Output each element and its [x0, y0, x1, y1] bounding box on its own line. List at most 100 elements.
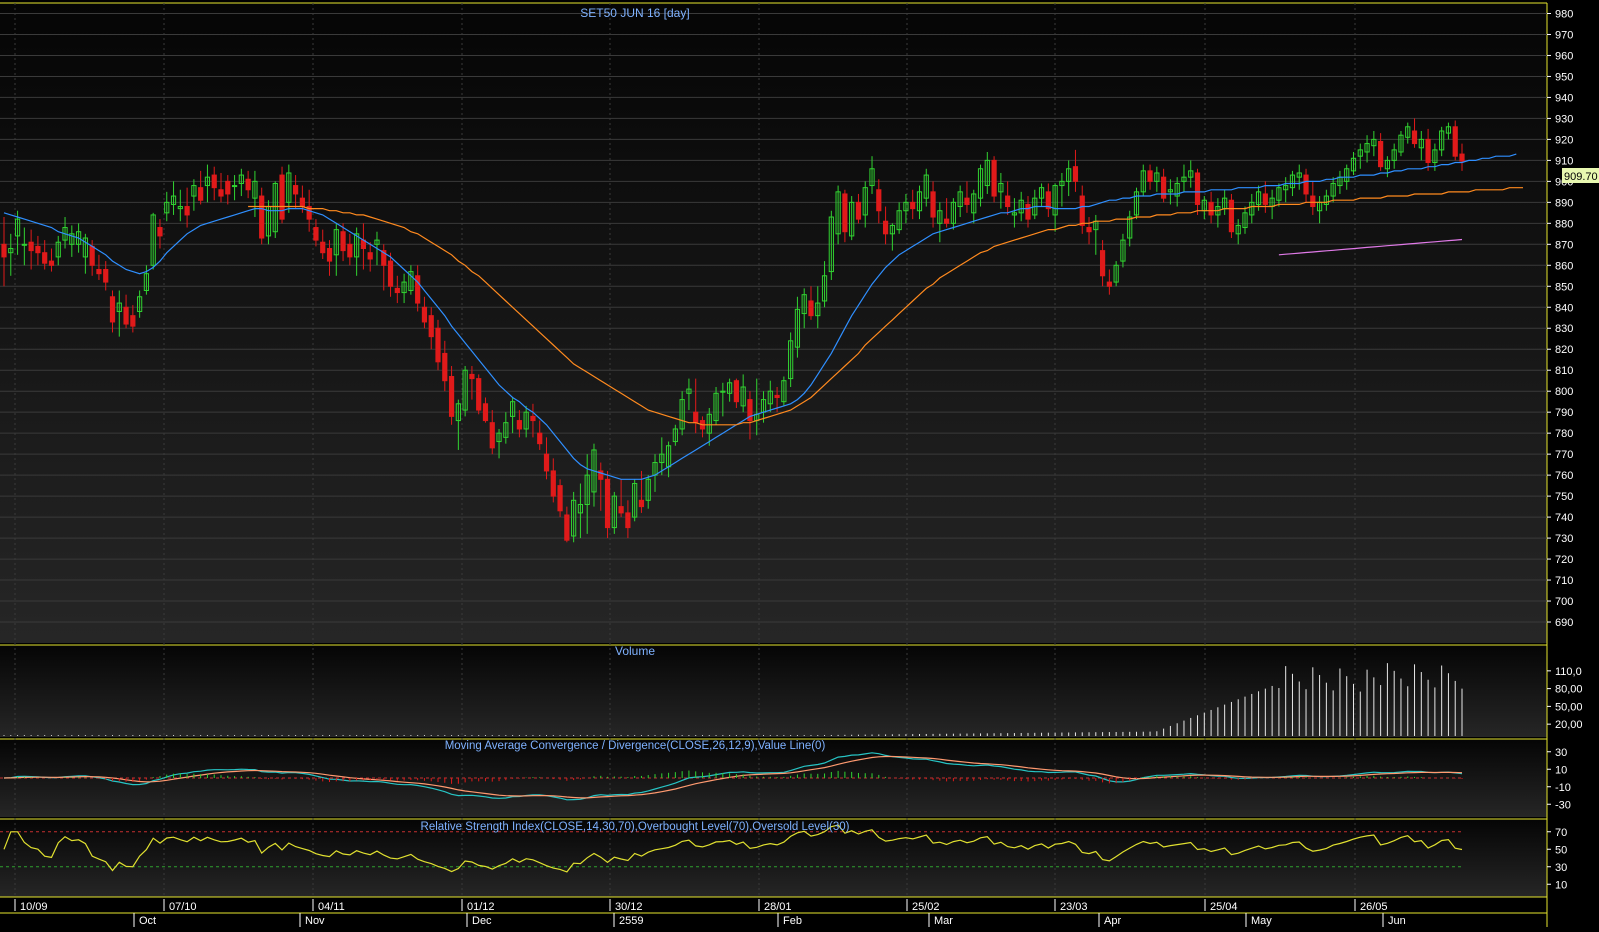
candle-body: [198, 187, 204, 201]
candle-body: [1133, 191, 1140, 216]
candle-body: [272, 182, 278, 233]
macd-line: [3, 752, 1463, 801]
rsi-panel[interactable]: [0, 824, 1463, 873]
candle-body: [564, 514, 570, 541]
candle-body: [801, 294, 807, 315]
candle-body: [882, 220, 889, 235]
candle-body: [557, 485, 563, 512]
candle-body: [137, 296, 143, 312]
candle-body: [442, 352, 448, 382]
candle-body: [1059, 180, 1065, 187]
candle-body: [238, 174, 244, 184]
candle-body: [686, 388, 692, 394]
candle-body: [1323, 195, 1329, 205]
price-tick-label: 940: [1555, 92, 1573, 104]
candle-body: [130, 315, 136, 327]
candle-body: [1235, 224, 1241, 235]
candle-body: [747, 399, 753, 422]
x-tick-label-month: Jun: [1388, 915, 1406, 927]
candle-body: [482, 403, 489, 422]
candle-body: [1371, 138, 1377, 147]
volume-tick-label: 110,0: [1555, 666, 1582, 678]
candle-body: [1398, 134, 1404, 153]
candle-body: [984, 159, 990, 187]
candle-body: [218, 189, 224, 197]
price-tick-label: 780: [1555, 428, 1573, 440]
candle-body: [1330, 182, 1336, 197]
price-panel[interactable]: [1, 118, 1523, 543]
price-tick-label: 760: [1555, 470, 1573, 482]
candle-body: [75, 231, 82, 245]
candle-body: [638, 499, 645, 508]
volume-tick-label: 20,00: [1555, 719, 1583, 731]
candle-body: [659, 453, 665, 464]
candle-body: [1262, 193, 1268, 205]
macd-tick-label: 10: [1555, 764, 1567, 776]
price-tick-label: 750: [1555, 491, 1573, 503]
x-tick-label-date: 10/09: [20, 901, 48, 913]
x-tick-label-date: 25/02: [912, 901, 940, 913]
price-tick-label: 690: [1555, 617, 1573, 629]
ma-slow-line: [248, 187, 1523, 426]
candle-body: [510, 401, 516, 417]
price-tick-label: 700: [1555, 596, 1573, 608]
candle-body: [89, 245, 95, 266]
candle-body: [1289, 174, 1296, 189]
candle-body: [367, 252, 373, 260]
candle-body: [374, 239, 380, 245]
candle-body: [150, 214, 156, 266]
rsi-line: [3, 824, 1463, 873]
candle-body: [977, 168, 984, 199]
candle-body: [184, 206, 190, 216]
macd-panel[interactable]: [0, 752, 1463, 801]
candle-body: [1249, 201, 1255, 216]
candle-body: [21, 243, 27, 246]
candle-body: [1344, 168, 1350, 182]
price-tick-label: 820: [1555, 344, 1573, 356]
candle-body: [611, 495, 617, 529]
x-tick-label-month: Mar: [934, 915, 953, 927]
candle-body: [828, 216, 834, 273]
candle-body: [42, 252, 48, 264]
rsi-tick-label: 10: [1555, 879, 1567, 891]
ma-long-line: [1278, 238, 1463, 256]
price-tick-label: 800: [1555, 386, 1573, 398]
candle-body: [225, 180, 231, 195]
candle-body: [1052, 185, 1058, 216]
candle-body: [910, 201, 916, 210]
candle-body: [340, 231, 346, 252]
candle-body: [1296, 172, 1302, 178]
price-tick-label: 710: [1555, 575, 1573, 587]
price-tick-label: 840: [1555, 302, 1573, 314]
candle-body: [672, 428, 678, 443]
candle-body: [103, 268, 109, 283]
candle-body: [781, 380, 787, 403]
candle-body: [211, 174, 217, 189]
candle-body: [937, 210, 943, 224]
volume-panel[interactable]: [3, 663, 1463, 736]
candle-body: [1086, 227, 1092, 233]
candle-body: [401, 281, 407, 294]
candle-body: [727, 382, 733, 394]
candle-body: [543, 453, 550, 472]
candle-body: [1140, 170, 1146, 193]
macd-chart-title: Moving Average Convergence / Divergence(…: [445, 740, 826, 752]
candle-body: [170, 195, 177, 205]
price-tick-label: 810: [1555, 365, 1573, 377]
candle-body: [550, 470, 556, 497]
candle-body: [1072, 166, 1079, 182]
candle-body: [347, 243, 353, 258]
price-tick-label: 880: [1555, 218, 1573, 230]
rsi-chart-title: Relative Strength Index(CLOSE,14,30,70),…: [421, 821, 850, 833]
candle-body: [448, 376, 455, 417]
panel-bg-rsi: [0, 819, 1547, 897]
candle-body: [109, 296, 116, 323]
candle-body: [462, 369, 468, 411]
price-tick-label: 930: [1555, 113, 1573, 125]
candle-body: [381, 250, 387, 266]
candle-body: [598, 470, 604, 480]
candle-body: [55, 241, 61, 258]
candle-body: [1194, 172, 1201, 205]
candle-body: [842, 193, 848, 233]
